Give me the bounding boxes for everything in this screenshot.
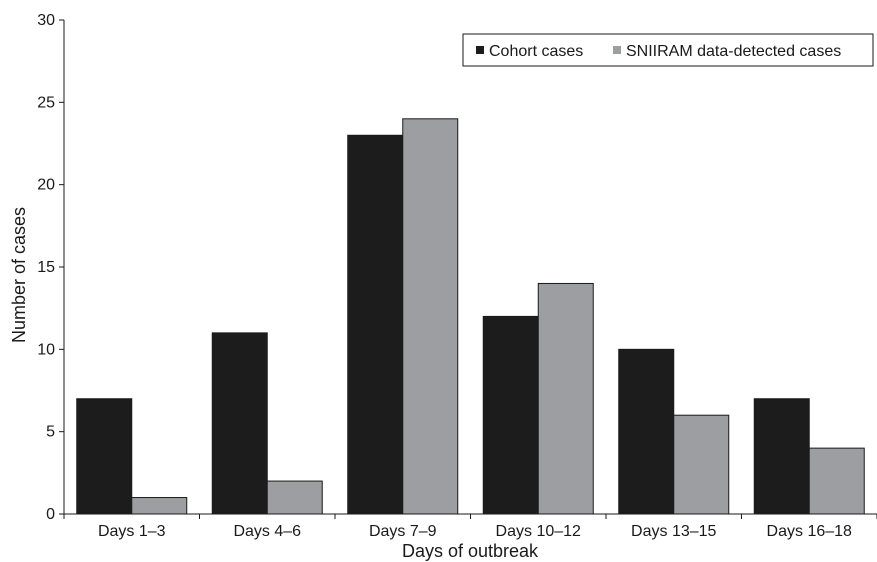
y-tick-label: 5 [46,424,55,441]
x-tick-label: Days 16–18 [767,523,852,540]
y-tick-label: 30 [37,12,55,29]
bar-sniiram-2 [266,480,323,515]
x-tick-label: Days 10–12 [496,523,581,540]
legend: Cohort cases SNIIRAM data-detected cases [462,33,874,67]
bars [76,118,865,515]
bar-sniiram-5 [673,414,730,515]
bar-cohort-4 [482,315,539,515]
legend-label-cohort: Cohort cases [489,43,583,60]
y-tick-label: 15 [37,259,55,276]
x-tick-label: Days 4–6 [233,523,301,540]
x-axis-title: Days of outbreak [402,541,539,561]
y-axis-title: Number of cases [9,207,29,343]
bar-sniiram-1 [131,497,188,515]
y-tick-label: 0 [46,506,55,523]
legend-swatch-sniiram [613,46,621,54]
y-tick-label: 10 [37,341,55,358]
legend-box [462,33,874,67]
bar-sniiram-3 [402,118,459,515]
legend-label-sniiram: SNIIRAM data-detected cases [626,43,841,60]
x-tick-label: Days 13–15 [631,523,716,540]
x-axis: Days 1–3 Days 4–6 Days 7–9 Days 10–12 Days 1… [63,513,877,540]
bar-sniiram-4 [537,282,594,515]
bar-cohort-1 [76,398,133,515]
bar-sniiram-6 [808,447,865,515]
bar-cohort-5 [618,348,675,515]
bar-cohort-2 [211,332,268,515]
x-tick-label: Days 7–9 [369,523,437,540]
bar-cohort-6 [753,398,810,515]
y-tick-label: 20 [37,177,55,194]
x-tick-label: Days 1–3 [98,523,166,540]
y-axis: 0 5 10 15 20 25 30 [37,12,65,523]
legend-swatch-cohort [476,46,484,54]
y-tick-label: 25 [37,94,55,111]
bar-cohort-3 [347,134,404,515]
